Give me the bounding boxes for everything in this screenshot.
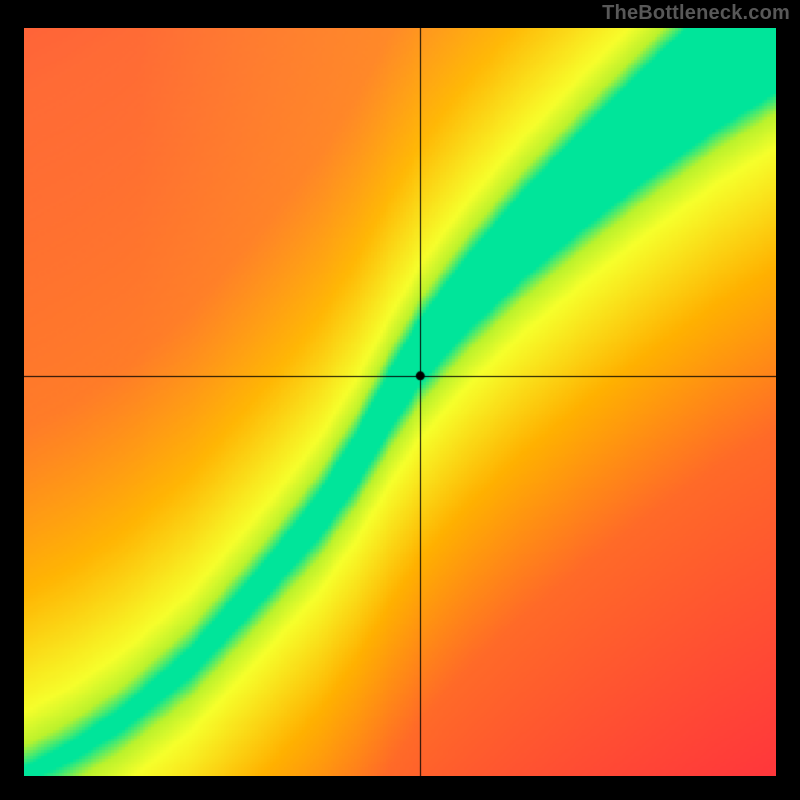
watermark-text: TheBottleneck.com — [602, 2, 790, 25]
bottleneck-heatmap — [24, 28, 776, 776]
chart-frame: TheBottleneck.com — [0, 0, 800, 800]
